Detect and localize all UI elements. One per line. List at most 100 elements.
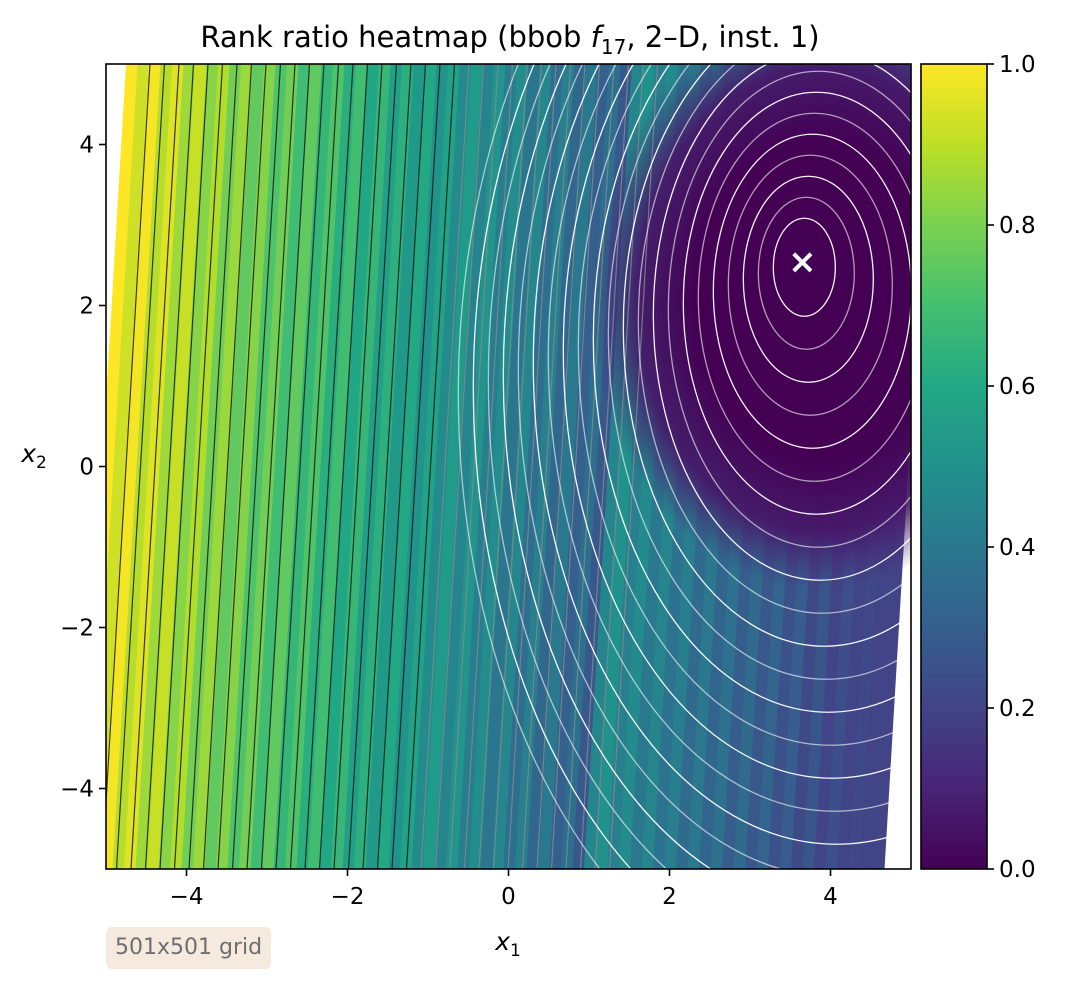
- contour-line: [304, 64, 354, 869]
- grid-resolution-badge: 501x501 grid: [106, 927, 272, 969]
- contour-ring: [757, 196, 855, 350]
- heatmap-cell: [296, 64, 358, 869]
- heatmap-cell: [273, 64, 335, 869]
- heatmap-cell: [227, 64, 289, 869]
- contour-line: [106, 64, 151, 812]
- contour-ring: [772, 217, 836, 317]
- heatmap-plot-area: [106, 64, 911, 869]
- contour-line: [550, 64, 601, 869]
- contour-ring: [712, 133, 911, 449]
- contour-ring: [697, 112, 911, 482]
- contour-line: [347, 64, 398, 869]
- contour-line: [376, 64, 427, 869]
- x-axis-ticks: −4 −2 0 2 4: [170, 869, 838, 910]
- heatmap-cell: [262, 64, 323, 869]
- y-tick-label: −2: [60, 616, 94, 642]
- heatmap-cell: [216, 64, 277, 869]
- contour-line: [521, 64, 572, 869]
- colorbar-tick-label: 1.0: [999, 52, 1036, 78]
- contour-line: [159, 64, 209, 869]
- heatmap-cell: [147, 64, 208, 869]
- x-tick-label: 0: [501, 884, 516, 910]
- x-tick-label: 4: [823, 884, 838, 910]
- contour-line: [246, 64, 296, 869]
- contour-ring: [547, 64, 911, 812]
- chart-title: Rank ratio heatmap (bbob f17, 2–D, inst.…: [200, 20, 819, 59]
- heatmap-cell: [158, 64, 220, 869]
- heatmap-cell: [193, 64, 254, 869]
- heatmap-cell: [181, 64, 243, 869]
- heatmap-cell: [365, 64, 427, 869]
- contour-line: [333, 64, 383, 869]
- heatmap-cell: [319, 64, 381, 869]
- colorbar-ticks: 0.0 0.2 0.4 0.6 0.8 1.0: [987, 52, 1036, 883]
- chart-title-fn-sub: 17: [601, 35, 626, 59]
- contour-line: [202, 64, 253, 869]
- contour-ring: [622, 64, 911, 647]
- colorbar-tick-label: 0.0: [999, 857, 1036, 883]
- colorbar: 0.0 0.2 0.4 0.6 0.8 1.0: [920, 52, 1036, 883]
- contour-line: [115, 64, 166, 869]
- heatmap-cell: [239, 64, 300, 869]
- contour-ring: [457, 64, 601, 869]
- x-tick-label: −2: [331, 884, 365, 910]
- contour-line: [507, 64, 557, 869]
- contour-ring: [607, 64, 911, 680]
- contour-line: [579, 64, 630, 869]
- colorbar-tick-label: 0.2: [999, 696, 1036, 722]
- y-tick-label: 0: [79, 455, 94, 481]
- optimum-marker: ×: [788, 242, 817, 282]
- contour-ring: [682, 91, 911, 515]
- x-axis-label: x1: [494, 927, 521, 961]
- contour-ring: [667, 70, 911, 548]
- heatmap-cell: [515, 64, 576, 869]
- contour-ring: [517, 64, 911, 869]
- contour-ring: [727, 154, 893, 416]
- contour-line: [594, 64, 644, 869]
- colorbar-gradient: [921, 64, 987, 869]
- contour-line: [608, 64, 659, 869]
- y-axis-label: x2: [20, 439, 47, 473]
- heatmap-cell: [354, 64, 415, 869]
- contour-ring: [577, 64, 911, 746]
- contour-line: [231, 64, 282, 869]
- colorbar-frame: [920, 63, 988, 870]
- contour-line: [405, 64, 456, 869]
- contour-line: [420, 64, 470, 869]
- y-tick-label: 4: [79, 133, 94, 159]
- heatmap-cell: [204, 64, 266, 869]
- contour-line: [173, 64, 224, 869]
- y-tick-label: −4: [60, 777, 94, 803]
- heatmap-cell: [377, 64, 438, 869]
- contour-ring: [652, 64, 911, 581]
- contour-ring: [472, 64, 632, 869]
- contour-ring: [742, 175, 874, 383]
- contour-line: [362, 64, 412, 869]
- contour-line: [144, 64, 195, 869]
- contour-line: [289, 64, 340, 869]
- x-tick-label: −4: [170, 884, 204, 910]
- contour-line: [492, 64, 543, 869]
- contour-lines: [106, 64, 911, 869]
- contour-ring: [592, 64, 911, 713]
- contour-line: [463, 64, 514, 869]
- contour-line: [130, 64, 180, 869]
- colorbar-tick-label: 0.4: [999, 535, 1036, 561]
- heatmap-cell: [480, 64, 542, 869]
- heatmap-cell: [423, 64, 484, 869]
- contour-line: [275, 64, 325, 869]
- y-axis-ticks: −4 −2 0 2 4: [60, 133, 106, 803]
- chart-title-main: Rank ratio heatmap (bbob: [200, 20, 590, 54]
- contour-line: [449, 64, 499, 869]
- colorbar-tick-label: 0.6: [999, 374, 1036, 400]
- heatmap-cell: [434, 64, 496, 869]
- contour-line: [260, 64, 311, 869]
- heatmap-cell: [250, 64, 312, 869]
- contour-line: [217, 64, 267, 869]
- heatmap-cell: [503, 64, 565, 869]
- contour-ring: [487, 64, 668, 869]
- contour-ring: [502, 64, 713, 869]
- chart-title-tail: , 2–D, inst. 1): [626, 20, 819, 54]
- contour-line: [391, 64, 441, 869]
